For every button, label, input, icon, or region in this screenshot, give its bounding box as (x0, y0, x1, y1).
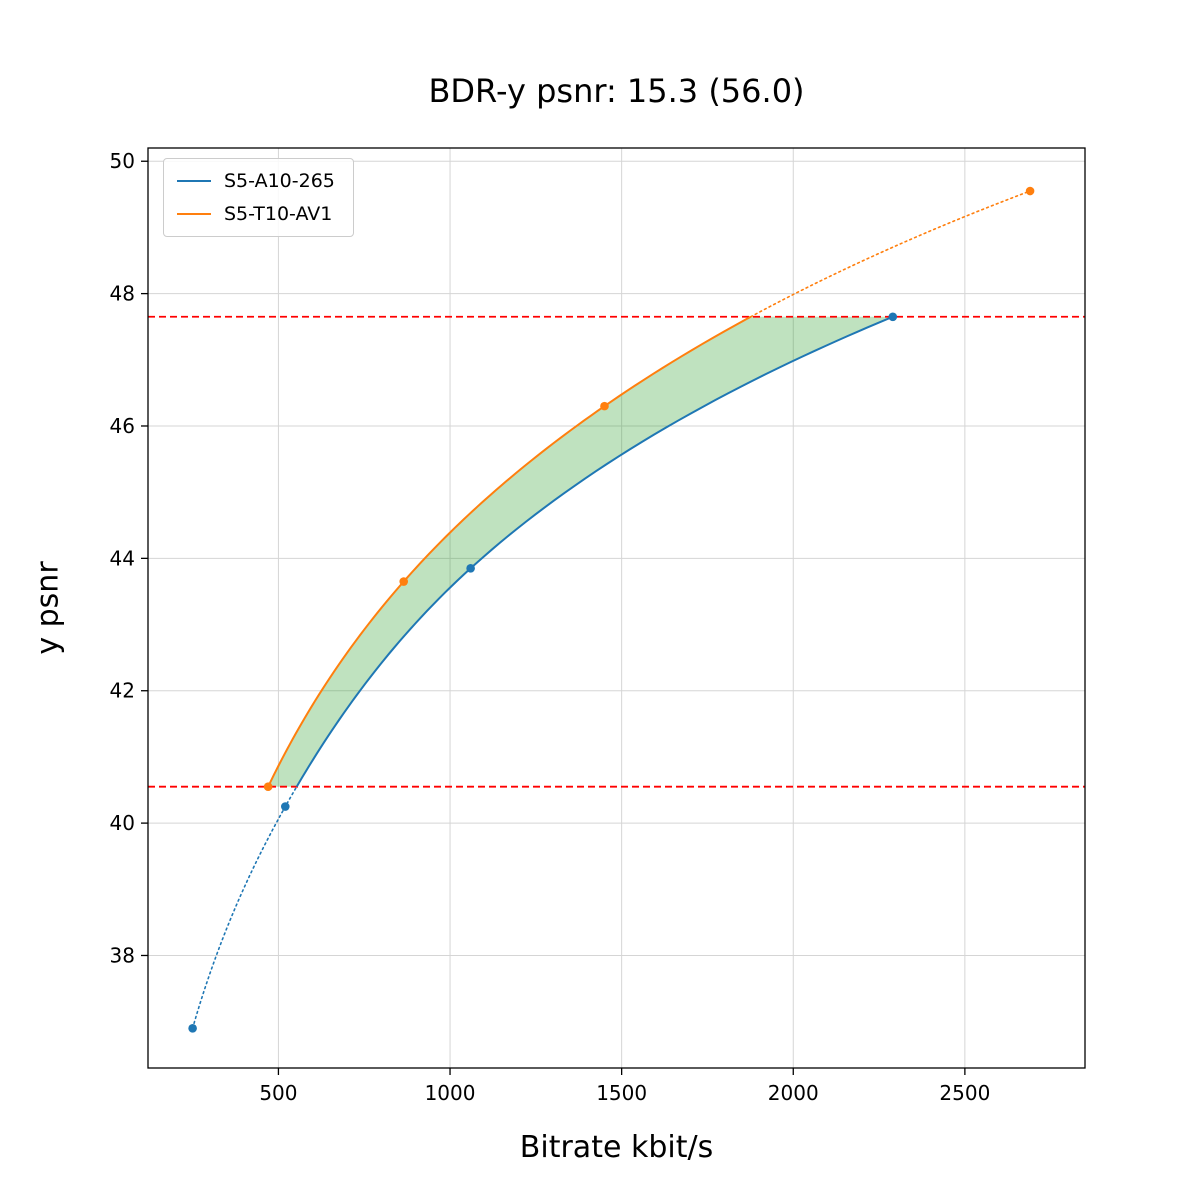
data-point-marker (600, 401, 609, 411)
data-point-marker (188, 1023, 197, 1033)
x-tick-label: 2500 (939, 1081, 990, 1105)
series-s5-t10-av1 (263, 186, 1035, 792)
x-tick-label: 500 (259, 1081, 297, 1105)
x-tick-label: 1500 (596, 1081, 647, 1105)
chart-title: BDR-y psnr: 15.3 (56.0) (428, 72, 805, 110)
x-axis-label: Bitrate kbit/s (519, 1130, 714, 1165)
y-tick-label: 38 (110, 943, 135, 967)
legend-line-icon (177, 180, 211, 182)
data-point-marker (263, 782, 273, 792)
legend-label: S5-T10-AV1 (224, 203, 333, 225)
legend-line-icon (177, 213, 211, 215)
axes-spines (147, 147, 1086, 1069)
y-axis-label: y psnr (30, 561, 66, 655)
y-tick-label: 50 (110, 149, 135, 173)
data-point-marker (1025, 186, 1035, 196)
overlap-reference-lines (148, 315, 1085, 788)
fill-between (268, 316, 893, 787)
legend: S5-A10-265 S5-T10-AV1 (163, 158, 354, 237)
bd-rate-fill-region (268, 316, 893, 787)
legend-item-s5-a10-265: S5-A10-265 (177, 170, 335, 192)
y-tick-label: 48 (110, 282, 135, 306)
y-tick-label: 44 (110, 546, 135, 570)
data-point-marker (466, 563, 475, 573)
y-tick-label: 42 (110, 679, 135, 703)
series-solid-segment (295, 315, 894, 788)
data-point-marker (399, 577, 409, 586)
y-tick-label: 46 (110, 414, 135, 438)
axes: 500 1000 1500 2000 2500 38 40 42 44 46 48 50 (110, 147, 1086, 1105)
data-point-marker (888, 312, 898, 322)
legend-item-s5-t10-av1: S5-T10-AV1 (177, 203, 335, 225)
y-tick-label: 40 (110, 811, 135, 835)
data-point-marker (280, 802, 290, 811)
series-dotted-segment (749, 190, 1031, 318)
series-s5-a10-265 (188, 312, 898, 1033)
x-tick-label: 1000 (425, 1081, 476, 1105)
series-dotted-segment (191, 785, 298, 1030)
grid-layer (148, 148, 1085, 1068)
legend-label: S5-A10-265 (224, 170, 335, 192)
x-tick-label: 2000 (768, 1081, 819, 1105)
